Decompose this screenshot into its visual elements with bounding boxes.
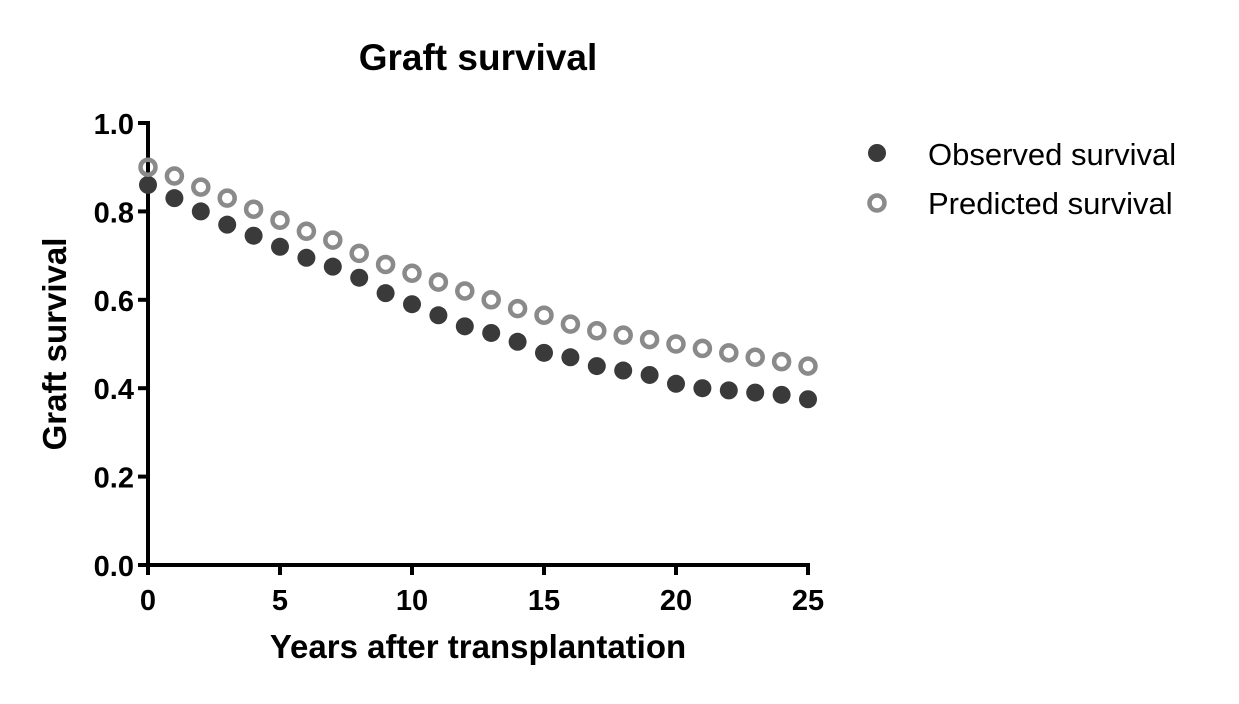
observed-point xyxy=(403,295,421,314)
observed-point xyxy=(772,385,791,404)
observed-point xyxy=(693,379,712,398)
observed-point xyxy=(455,317,474,336)
predicted-point xyxy=(349,243,369,264)
observed-point xyxy=(482,323,501,342)
predicted-point xyxy=(217,188,237,208)
predicted-point xyxy=(613,325,633,345)
predicted-point xyxy=(191,177,211,197)
predicted-point xyxy=(428,272,449,292)
predicted-point xyxy=(560,314,581,334)
chart-title: Graft survival xyxy=(359,37,598,78)
legend-label-observed: Observed survival xyxy=(928,137,1176,172)
observed-point xyxy=(746,383,765,402)
predicted-point xyxy=(455,281,475,301)
predicted-point xyxy=(296,221,317,242)
predicted-point xyxy=(587,320,607,341)
y-tick-label: 0.2 xyxy=(94,463,134,495)
y-tick-label: 1.0 xyxy=(94,109,134,141)
legend: Observed survival Predicted survival xyxy=(867,137,1176,221)
observed-point xyxy=(429,306,448,325)
observed-point xyxy=(218,215,237,234)
predicted-point xyxy=(481,290,501,310)
y-tick-label: 0.4 xyxy=(94,374,134,406)
observed-point xyxy=(508,332,527,351)
predicted-point xyxy=(798,356,818,376)
axes: 0.0 0.2 0.4 0.6 0.8 1.0 0 5 10 15 20 25 xyxy=(94,109,824,617)
observed-point xyxy=(271,237,289,256)
legend-label-predicted: Predicted survival xyxy=(928,186,1173,221)
x-tick-label: 0 xyxy=(140,585,156,617)
observed-point xyxy=(191,202,210,221)
observed-point xyxy=(139,175,157,194)
x-tick-label: 10 xyxy=(396,585,428,617)
y-tick-label: 0.6 xyxy=(94,286,134,318)
observed-point xyxy=(799,390,817,409)
observed-point xyxy=(719,381,738,400)
predicted-point xyxy=(507,298,528,319)
predicted-point xyxy=(270,210,290,230)
observed-point xyxy=(614,361,633,380)
x-tick-label: 15 xyxy=(528,585,560,617)
predicted-point xyxy=(719,343,739,363)
y-axis-label: Graft survival xyxy=(36,238,73,451)
predicted-point xyxy=(745,347,765,368)
predicted-point xyxy=(666,334,686,354)
observed-point xyxy=(297,248,316,267)
predicted-point xyxy=(243,199,264,219)
predicted-point xyxy=(375,254,396,275)
observed-point xyxy=(376,284,395,303)
observed-point xyxy=(323,257,342,276)
predicted-point xyxy=(639,329,660,350)
observed-point xyxy=(535,343,553,362)
predicted-point xyxy=(534,305,554,326)
observed-point xyxy=(667,374,685,393)
observed-point xyxy=(561,348,580,367)
predicted-point xyxy=(138,157,158,177)
legend-marker-observed xyxy=(868,144,886,162)
y-tick-label: 0.0 xyxy=(94,551,134,583)
x-axis-label: Years after transplantation xyxy=(270,628,686,665)
x-tick-label: 20 xyxy=(660,585,692,617)
predicted-point xyxy=(323,230,343,250)
predicted-point xyxy=(402,263,422,284)
x-tick-label: 25 xyxy=(792,585,824,617)
observed-point xyxy=(165,189,184,208)
predicted-point xyxy=(771,351,792,372)
predicted-point xyxy=(164,166,185,186)
y-tick-label: 0.8 xyxy=(94,197,134,229)
x-tick-label: 5 xyxy=(272,585,288,617)
predicted-point xyxy=(692,338,713,359)
legend-marker-predicted xyxy=(867,193,887,213)
observed-point xyxy=(640,365,659,384)
observed-point xyxy=(587,357,606,376)
observed-point xyxy=(350,268,369,287)
data-marks xyxy=(138,157,818,409)
observed-point xyxy=(244,226,263,245)
